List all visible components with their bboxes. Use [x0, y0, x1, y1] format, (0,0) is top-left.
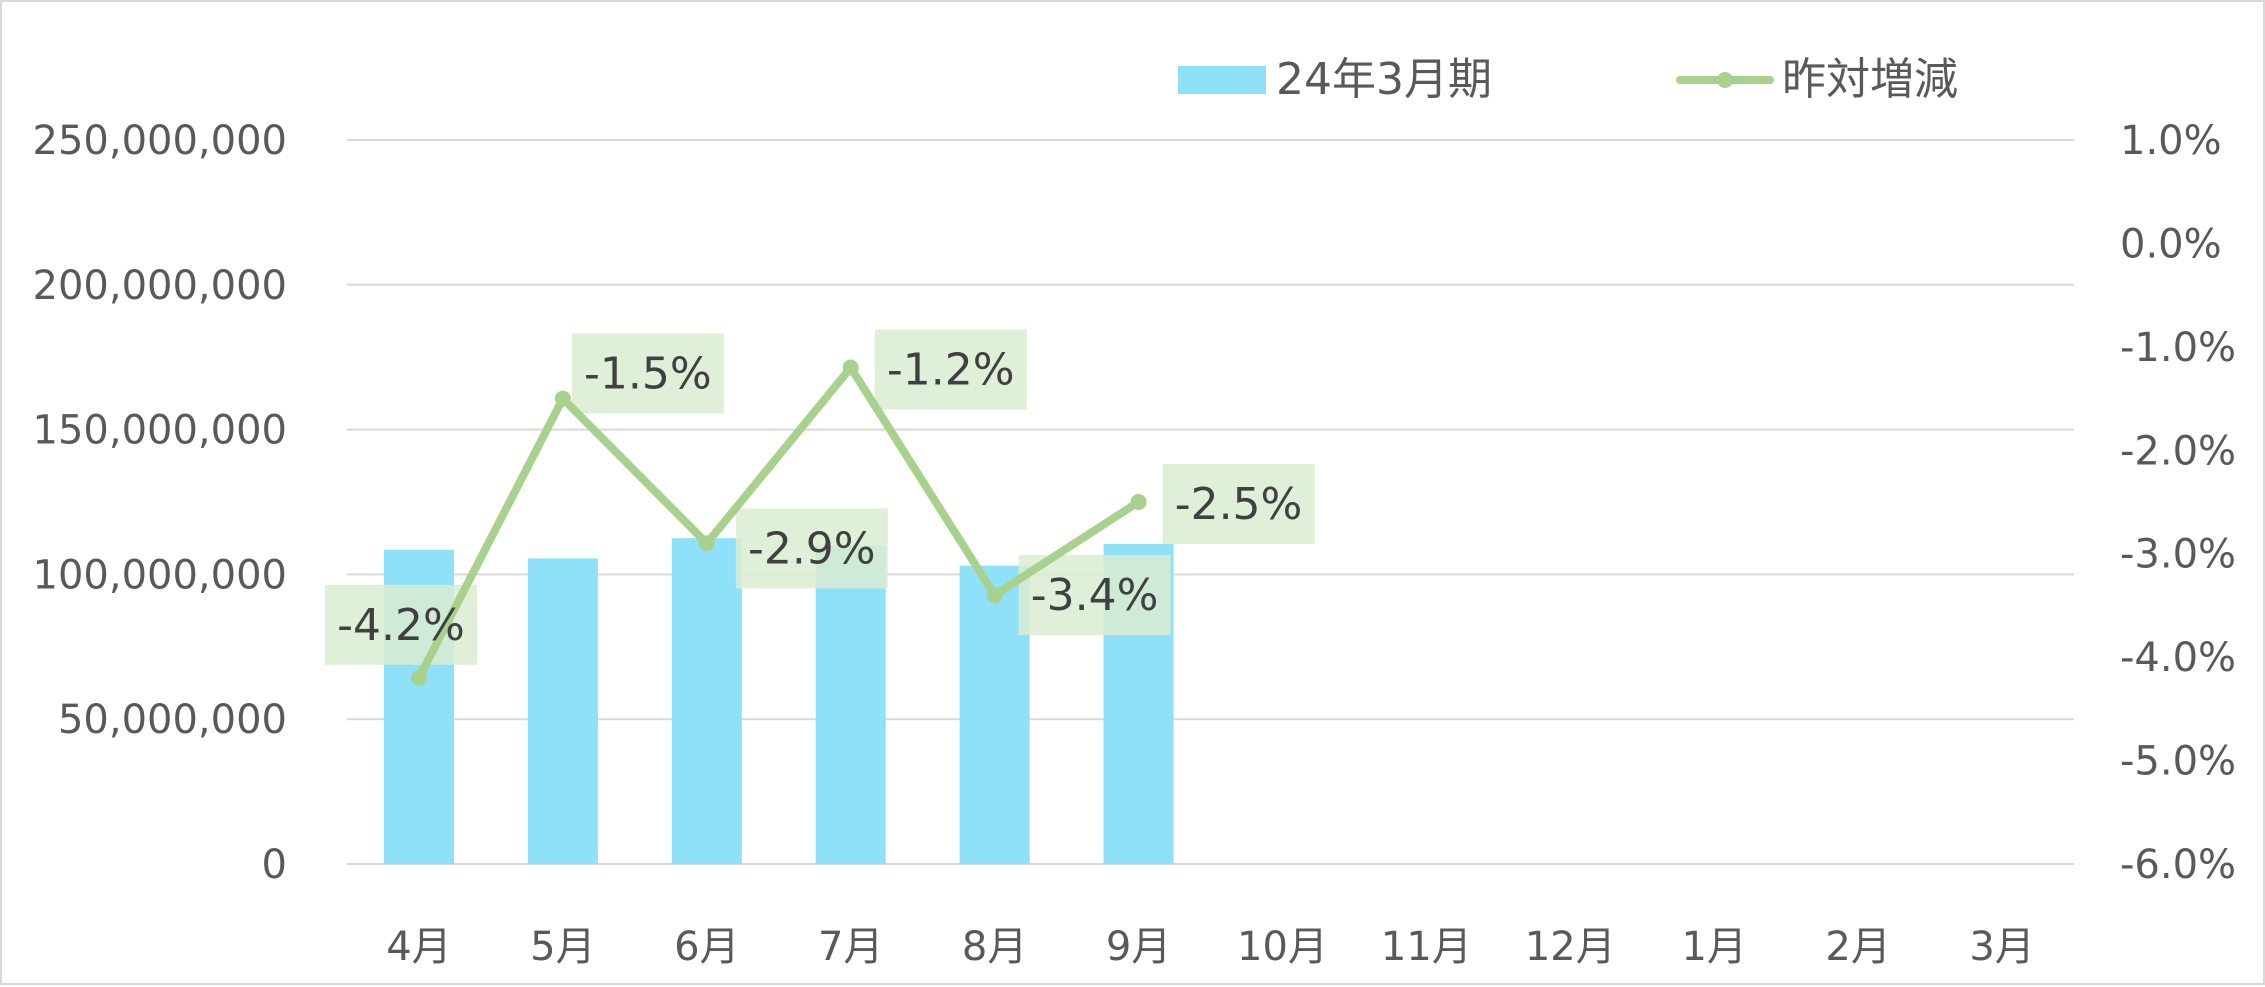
data-label-backgrounds — [324, 329, 1315, 665]
bar — [959, 565, 1030, 864]
data-label: -3.4% — [1031, 570, 1159, 621]
data-label: -2.5% — [1175, 479, 1303, 530]
y-right-tick-label: 1.0% — [2120, 118, 2222, 164]
line-point — [698, 535, 715, 552]
y-right-tick-label: -3.0% — [2120, 532, 2236, 578]
line-point — [554, 390, 571, 407]
y-left-tick-label: 150,000,000 — [33, 408, 287, 454]
x-tick-label: 5月 — [530, 924, 595, 970]
axes: 0 50,000,000 100,000,000 150,000,000 200,000… — [33, 118, 2237, 970]
x-tick-label: 4月 — [386, 924, 451, 970]
legend-bar-swatch — [1178, 66, 1266, 94]
data-label: -4.2% — [337, 600, 465, 651]
bar-series — [383, 538, 1174, 864]
line-series — [410, 359, 1147, 686]
bar — [527, 558, 598, 864]
legend: 24年3月期 昨対増減 — [1178, 54, 1958, 105]
data-label: -2.9% — [748, 523, 876, 574]
x-tick-label: 7月 — [818, 924, 883, 970]
data-label-box — [324, 584, 477, 665]
data-labels: -4.2% -1.5% -2.9% -1.2% -3.4% -2.5% — [337, 345, 1302, 651]
x-tick-label: 3月 — [1969, 924, 2034, 970]
x-tick-label: 6月 — [674, 924, 739, 970]
y-right-tick-label: 0.0% — [2120, 221, 2222, 267]
legend-line-label: 昨対増減 — [1782, 54, 1958, 105]
y-left-tick-label: 0 — [262, 842, 287, 888]
y-right-tick-label: -5.0% — [2120, 739, 2236, 785]
legend-line-marker — [1717, 72, 1733, 88]
legend-bar-label: 24年3月期 — [1276, 54, 1492, 105]
y-left-tick-label: 50,000,000 — [58, 697, 287, 743]
bar — [815, 545, 886, 864]
y-right-tick-label: -6.0% — [2120, 842, 2236, 888]
bar — [671, 538, 742, 864]
y-right-tick-label: -4.0% — [2120, 635, 2236, 681]
x-tick-label: 12月 — [1525, 924, 1616, 970]
data-label-box — [1018, 555, 1171, 636]
line-point — [410, 669, 427, 686]
y-right-tick-label: -2.0% — [2120, 428, 2236, 474]
y-left-tick-label: 200,000,000 — [33, 263, 287, 309]
line-point — [1130, 494, 1147, 510]
y-right-tick-label: -1.0% — [2120, 325, 2236, 371]
x-tick-label: 1月 — [1681, 924, 1746, 970]
line-point — [842, 359, 859, 376]
line-point — [986, 587, 1003, 604]
data-label: -1.5% — [584, 349, 712, 400]
x-tick-label: 10月 — [1237, 924, 1328, 970]
data-label-box — [874, 329, 1027, 410]
y-left-tick-label: 100,000,000 — [33, 552, 287, 598]
data-label: -1.2% — [887, 345, 1015, 396]
x-tick-label: 2月 — [1825, 924, 1890, 970]
line-path — [414, 363, 1143, 682]
y-left-tick-label: 250,000,000 — [33, 118, 287, 164]
data-label-box — [735, 508, 888, 589]
data-label-box — [571, 333, 724, 414]
gridlines — [347, 139, 2074, 865]
x-tick-label: 9月 — [1106, 924, 1171, 970]
x-tick-label: 11月 — [1381, 924, 1472, 970]
x-tick-label: 8月 — [962, 924, 1027, 970]
data-label-box — [1162, 464, 1315, 544]
